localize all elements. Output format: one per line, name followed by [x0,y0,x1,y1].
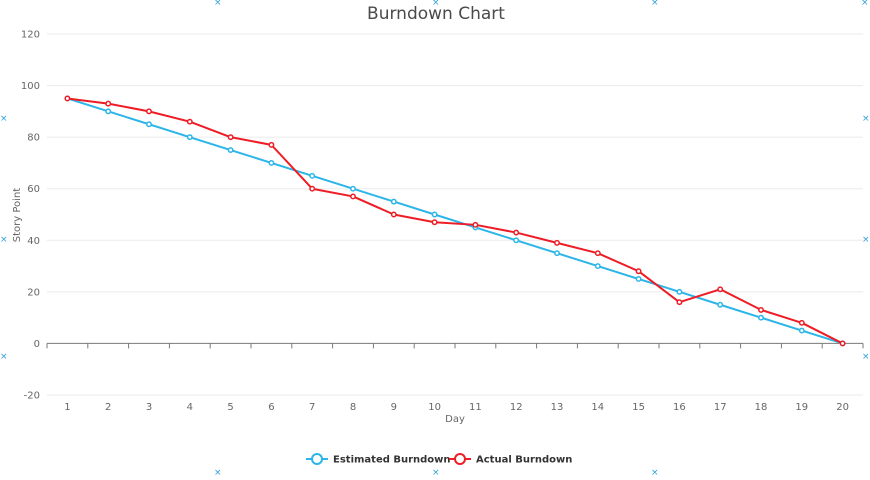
x-tick-label: 18 [755,402,768,413]
data-point [309,185,316,192]
legend-label: Estimated Burndown [333,455,451,466]
chart-title: Burndown Chart [367,4,505,24]
series-line [67,97,844,345]
data-point [350,185,356,192]
x-tick-label: 15 [632,402,645,413]
data-point [676,288,683,295]
y-tick-label: 40 [27,236,40,247]
y-tick-label: 0 [34,339,40,350]
series-lines [64,95,846,347]
y-tick-label: 20 [27,287,40,298]
data-point [513,237,520,244]
data-point [186,118,193,125]
data-point [390,198,397,205]
data-point [227,147,234,153]
x-tick-label: 14 [591,402,604,413]
data-point [635,276,642,282]
data-point [227,134,234,141]
data-point [554,250,560,257]
data-point [594,263,601,270]
resize-handle-icon[interactable]: × [432,0,440,8]
data-point [64,95,71,102]
resize-handle-icon[interactable]: × [651,468,659,478]
resize-handle-icon[interactable]: × [862,235,870,245]
data-point [472,221,479,228]
x-tick-label: 4 [187,402,193,413]
x-tick-label: 19 [795,402,808,413]
data-point [268,141,275,148]
x-tick-label: 11 [469,402,482,413]
legend-item[interactable]: Estimated Burndown [306,453,451,466]
x-tick-label: 10 [428,402,441,413]
legend-item[interactable]: Actual Burndown [449,453,572,466]
resize-handle-icon[interactable]: × [0,114,8,124]
x-tick-label: 8 [350,402,356,413]
data-point [146,121,152,128]
x-tick-label: 9 [391,402,397,413]
data-point [839,340,846,347]
legend-label: Actual Burndown [476,455,572,466]
x-tick-label: 17 [714,402,727,413]
data-point [105,100,112,107]
data-point [105,108,112,115]
data-point [798,327,805,334]
x-tick-label: 6 [268,402,274,413]
x-tick-label: 12 [510,402,523,413]
x-tick-label: 16 [673,402,686,413]
resize-handle-icon[interactable]: × [862,352,870,362]
x-tick-label: 1 [64,402,70,413]
series-line [67,97,843,345]
data-point [513,229,520,236]
resize-handle-icon[interactable]: × [0,352,8,362]
resize-handle-icon[interactable]: × [214,0,222,8]
y-tick-label: -20 [24,391,40,402]
data-point [758,314,764,321]
x-tick-label: 5 [227,402,233,413]
data-point [717,301,724,308]
y-tick-label: 60 [27,184,40,195]
data-point [431,219,438,226]
legend[interactable]: Estimated Burndown Actual Burndown [306,453,572,466]
y-axis-title: Story Point [12,188,23,243]
x-axis-title: Day [445,414,465,425]
data-point [798,319,805,326]
data-point [309,172,316,179]
y-tick-label: 100 [21,81,40,92]
resize-handle-icon[interactable]: × [861,0,869,8]
y-tick-label: 120 [21,30,40,41]
x-tick-label: 20 [836,402,849,413]
legend-marker [454,453,466,465]
data-point [594,250,601,257]
data-point [717,286,724,293]
resize-handle-icon[interactable]: × [0,235,8,245]
resize-handle-icon[interactable]: × [214,468,222,478]
data-point [431,211,438,218]
x-tick-label: 13 [551,402,564,413]
x-tick-label: 3 [146,402,152,413]
legend-marker [311,453,323,465]
data-point [758,306,764,313]
resize-handle-icon[interactable]: × [651,0,659,8]
data-point [146,108,152,115]
data-point [350,193,356,200]
data-point [635,268,642,275]
x-tick-label: 2 [105,402,111,413]
y-tick-label: 80 [27,133,40,144]
data-point [554,239,560,246]
data-point [268,159,275,166]
data-point [390,211,397,218]
data-point [676,299,683,306]
x-tick-label: 7 [309,402,315,413]
gridlines [47,33,863,396]
data-point [186,134,193,141]
resize-handle-icon[interactable]: × [862,114,870,124]
resize-handle-icon[interactable]: × [432,468,440,478]
